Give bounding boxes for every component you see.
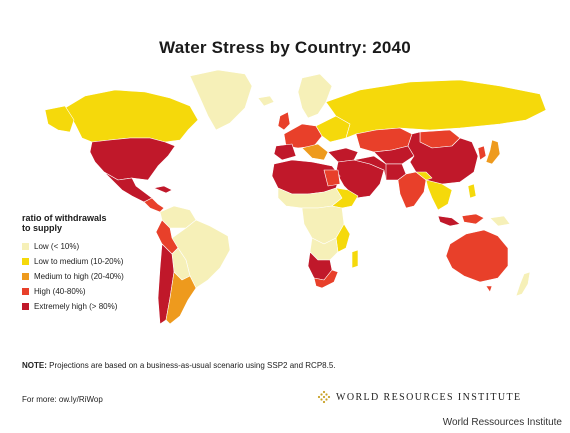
region-uk [277,111,291,131]
region-indonesia-east [461,213,485,225]
legend-swatch-low-medium [22,258,29,265]
region-spain [273,143,297,161]
legend-label-medium-high: Medium to high (20-40%) [34,272,124,281]
legend-item-low-medium: Low to medium (10-20%) [22,254,172,269]
more-link[interactable]: For more: ow.ly/RiWop [22,395,103,404]
region-japan [485,139,501,165]
legend-title-line1: ratio of withdrawals [22,213,107,223]
note-text: Projections are based on a business-as-u… [46,361,336,370]
region-caribbean [153,185,173,194]
legend-item-high: High (40-80%) [22,284,172,299]
region-philippines [467,183,477,199]
region-south-africa [313,269,339,289]
region-australia [445,229,509,283]
region-ethiopia-horn [331,187,359,209]
note-label: NOTE: [22,361,47,370]
region-egypt [323,169,341,187]
region-indonesia-west [437,215,461,227]
legend-label-high: High (40-80%) [34,287,86,296]
region-new-zealand [515,271,531,297]
region-usa [89,137,176,181]
wri-branding: WORLD RESOURCES INSTITUTE [317,390,522,404]
legend-swatch-extremely-high [22,303,29,310]
organization-name: WORLD RESOURCES INSTITUTE [336,391,522,403]
region-argentina [165,271,197,325]
map-title: Water Stress by Country: 2040 [159,38,411,57]
legend-item-medium-high: Medium to high (20-40%) [22,269,172,284]
region-png [489,215,511,227]
legend-swatch-medium-high [22,273,29,280]
region-tasmania [485,285,493,293]
legend-item-extremely-high: Extremely high (> 80%) [22,299,172,314]
region-central-america [143,197,165,213]
legend-title: ratio of withdrawals to supply [22,213,172,233]
image-caption: World Ressources Institute [442,417,562,428]
legend: ratio of withdrawals to supply Low (< 10… [22,213,172,314]
world-map [44,69,547,325]
region-india [397,171,427,209]
region-alaska [44,105,75,133]
region-scandinavia [297,73,333,119]
region-indochina [425,179,453,211]
legend-label-extremely-high: Extremely high (> 80%) [34,302,118,311]
region-nepal-bangladesh [415,171,433,181]
note: NOTE: Projections are based on a busines… [22,361,522,370]
region-italy-balkans [301,143,329,161]
legend-label-low: Low (< 10%) [34,242,80,251]
region-china [407,131,479,185]
wri-logo-icon [317,390,331,404]
region-madagascar [351,249,359,269]
legend-item-low: Low (< 10%) [22,239,172,254]
legend-title-line2: to supply [22,223,62,233]
region-russia [325,79,547,139]
legend-swatch-high [22,288,29,295]
region-iceland [257,95,275,107]
region-canada [64,89,199,143]
region-greenland [189,69,253,131]
legend-label-low-medium: Low to medium (10-20%) [34,257,124,266]
legend-swatch-low [22,243,29,250]
region-turkey [327,147,359,163]
region-korea [477,145,487,161]
